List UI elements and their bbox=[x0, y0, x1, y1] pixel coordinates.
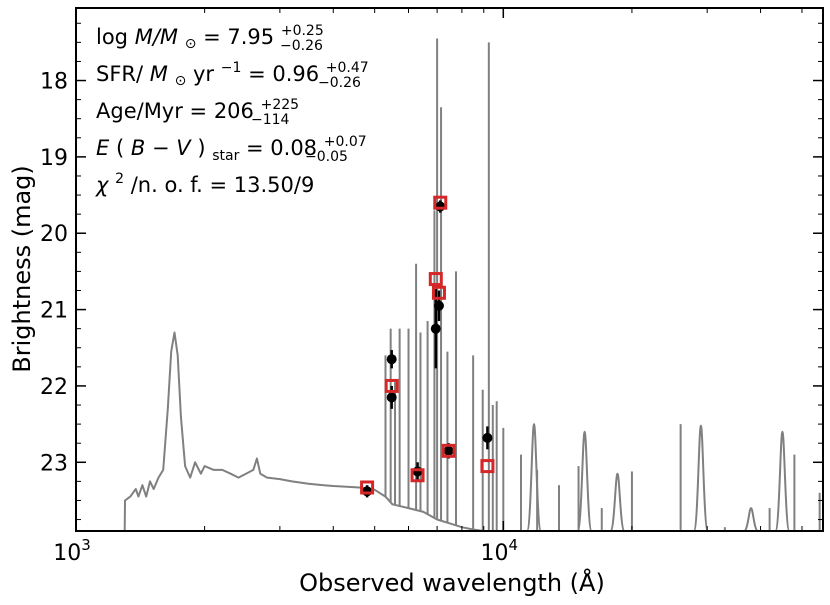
y-tick-label: 23 bbox=[40, 451, 68, 476]
observed-point bbox=[430, 323, 441, 334]
plot-frame bbox=[75, 7, 824, 532]
observed-point bbox=[482, 432, 493, 443]
observed-point bbox=[386, 392, 397, 403]
model-point bbox=[480, 459, 495, 474]
x-axis-title: Observed wavelength (Å) bbox=[299, 568, 605, 597]
sed-emission-bump bbox=[526, 423, 543, 532]
model-point bbox=[431, 285, 446, 300]
sed-emission-bump bbox=[692, 424, 709, 532]
observed-point bbox=[443, 445, 454, 456]
x-tick-labels: 103 104 bbox=[53, 536, 518, 566]
annotation-sfr-lower: −0.26 bbox=[318, 75, 361, 91]
y-tick-label: 19 bbox=[40, 146, 68, 171]
x-tick-label: 104 bbox=[481, 536, 519, 566]
observed-point bbox=[362, 486, 373, 497]
observed-point bbox=[433, 300, 444, 311]
y-tick-labels: 18 19 20 21 22 23 bbox=[40, 70, 68, 477]
annotation-mass: log M/M ⊙ = 7.95 +0.25 bbox=[96, 23, 324, 53]
y-axis-title: Brightness (mag) bbox=[8, 165, 36, 373]
observed-point bbox=[386, 354, 397, 365]
x-tick-label: 103 bbox=[53, 536, 91, 566]
annotation-sfr: SFR/ M ⊙ yr −1 = 0.96 +0.47 bbox=[96, 53, 369, 90]
model-point bbox=[384, 378, 399, 393]
fit-annotation: log M/M ⊙ = 7.95 +0.25 −0.26 SFR/ M ⊙ yr… bbox=[95, 23, 369, 197]
annotation-age-lower: −114 bbox=[251, 112, 290, 128]
model-point bbox=[441, 443, 456, 458]
model-point bbox=[410, 468, 425, 483]
sed-emission-bump bbox=[774, 430, 791, 532]
model-point bbox=[433, 195, 448, 210]
sed-continuum-line bbox=[123, 331, 484, 532]
annotation-age: Age/Myr = 206 +225 bbox=[96, 97, 299, 123]
sed-emission-bump bbox=[576, 430, 593, 532]
annotation-extinction: E ( B − V ) star = 0.08 +0.07 bbox=[96, 134, 367, 165]
y-tick-label: 20 bbox=[40, 222, 68, 247]
observed-point bbox=[412, 466, 423, 477]
observed-point bbox=[435, 201, 446, 212]
annotation-chi2: χ 2 /n. o. f. = 13.50/9 bbox=[95, 164, 314, 197]
model-point bbox=[360, 480, 375, 495]
y-tick-label: 21 bbox=[40, 299, 68, 324]
sed-emission-bump bbox=[609, 472, 626, 532]
model-point bbox=[428, 272, 443, 287]
model-points-layer bbox=[360, 195, 495, 495]
y-tick-label: 22 bbox=[40, 375, 68, 400]
sed-emission-bump bbox=[743, 507, 759, 532]
y-tick-label: 18 bbox=[40, 70, 68, 95]
annotation-mass-lower: −0.26 bbox=[280, 38, 323, 54]
annotation-extinction-lower: −0.05 bbox=[305, 149, 348, 165]
